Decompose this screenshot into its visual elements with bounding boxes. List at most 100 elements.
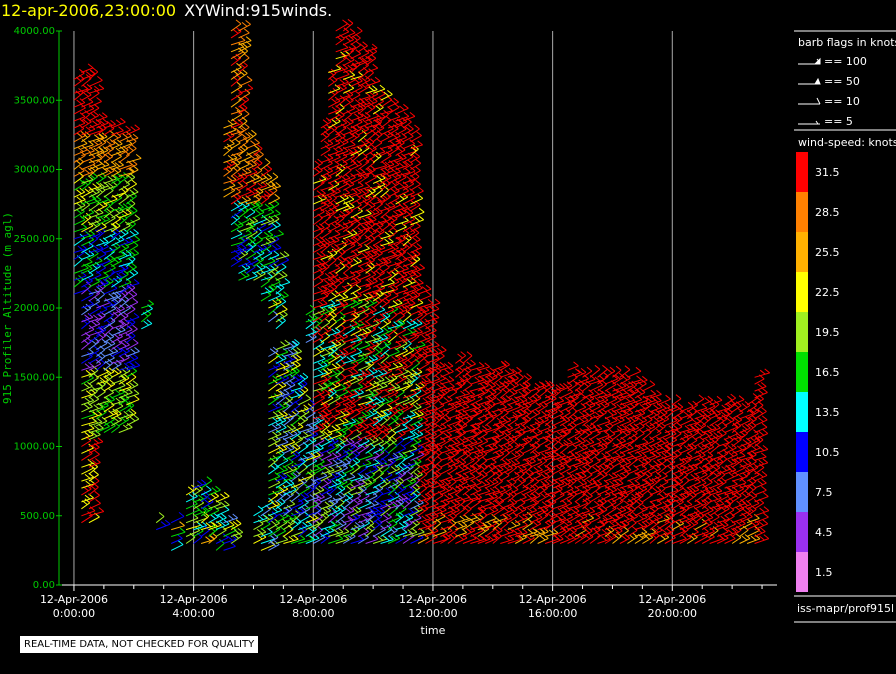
- wind-barb: [335, 201, 350, 212]
- wind-barb: [126, 324, 138, 337]
- wind-barb: [230, 42, 244, 53]
- speed-legend-label: 4.5: [815, 526, 833, 539]
- wind-barb: [230, 105, 245, 115]
- wind-barb: [275, 251, 290, 260]
- wind-barb: [88, 138, 103, 150]
- wind-barb: [597, 442, 608, 454]
- wind-barb: [402, 159, 414, 170]
- wind-barb: [485, 410, 497, 420]
- wind-barb: [559, 408, 571, 420]
- wind-barb: [619, 416, 632, 427]
- wind-barb: [290, 339, 300, 351]
- wind-barb: [627, 375, 642, 385]
- wind-barb: [402, 375, 416, 385]
- speed-swatch: [796, 232, 808, 272]
- wind-barb: [455, 366, 464, 378]
- wind-barb: [88, 437, 104, 447]
- wind-barb: [111, 221, 121, 233]
- chart-title: 12-apr-2006,23:00:00 XYWind:915winds.: [1, 1, 332, 20]
- wind-barb: [544, 381, 555, 392]
- wind-barb: [357, 491, 370, 503]
- wind-barb: [343, 292, 358, 302]
- wind-barb: [81, 117, 92, 129]
- wind-barb: [372, 381, 388, 392]
- wind-barb: [402, 485, 415, 496]
- wind-barb: [492, 396, 506, 406]
- wind-barb: [574, 402, 587, 413]
- wind-barb: [410, 194, 424, 205]
- wind-barb: [657, 491, 669, 503]
- wind-barb: [126, 187, 139, 198]
- wind-barb: [746, 407, 760, 420]
- wind-barb: [500, 442, 514, 454]
- wind-barb: [290, 484, 299, 496]
- wind-barb: [88, 297, 101, 309]
- wind-barb: [350, 227, 364, 240]
- barb-legend-label: == 100: [824, 55, 867, 68]
- wind-barb: [313, 236, 326, 247]
- wind-barb: [103, 120, 116, 129]
- x-tick-time: 12:00:00: [408, 607, 457, 620]
- wind-barb: [559, 471, 573, 482]
- wind-barb: [223, 125, 237, 136]
- wind-barb: [432, 345, 447, 357]
- wind-barb: [529, 408, 541, 420]
- wind-barb: [126, 297, 139, 309]
- wind-barb: [499, 518, 509, 530]
- wind-barb: [298, 394, 312, 406]
- wind-barb: [372, 283, 386, 295]
- wind-barb: [223, 181, 236, 191]
- wind-barb: [357, 352, 369, 364]
- wind-barb: [440, 375, 455, 385]
- wind-barb: [529, 421, 541, 434]
- wind-barb: [672, 464, 686, 475]
- wind-barb: [485, 431, 500, 441]
- wind-barb: [73, 84, 89, 94]
- wind-barb: [73, 130, 87, 143]
- x-tick-date: 12-Apr-2006: [279, 593, 347, 606]
- wind-barb: [410, 305, 423, 316]
- wind-barb: [126, 206, 138, 219]
- wind-barb: [268, 250, 280, 260]
- wind-barb: [365, 201, 376, 212]
- wind-barb: [694, 421, 707, 434]
- wind-barb: [372, 375, 385, 385]
- wind-barb: [582, 470, 593, 482]
- wind-barb: [387, 186, 400, 198]
- wind-barb: [507, 490, 517, 503]
- wind-barb: [597, 424, 611, 434]
- wind-barb: [754, 445, 769, 454]
- wind-barb: [739, 500, 752, 510]
- wind-barb: [268, 229, 284, 240]
- barb-glyph: [798, 97, 821, 105]
- wind-barb: [470, 463, 482, 475]
- wind-barb: [283, 429, 298, 441]
- wind-barb: [372, 427, 383, 440]
- barbs-layer: [73, 18, 771, 551]
- wind-barb: [380, 375, 395, 385]
- wind-barb: [716, 429, 727, 441]
- wind-barb: [702, 424, 717, 434]
- wind-barb: [627, 444, 641, 454]
- wind-barb: [313, 306, 326, 316]
- wind-barb: [425, 317, 438, 330]
- speed-swatch: [796, 152, 808, 192]
- wind-barb: [372, 243, 386, 254]
- barb-legend-label: == 5: [824, 115, 853, 128]
- wind-barb: [410, 249, 421, 260]
- wind-barb: [754, 485, 767, 496]
- wind-barb: [96, 181, 109, 191]
- wind-barb: [73, 88, 84, 101]
- wind-barb: [709, 512, 720, 524]
- x-tick-time: 16:00:00: [528, 607, 577, 620]
- wind-barb: [612, 479, 624, 489]
- wind-barb: [268, 401, 283, 413]
- wind-barb: [253, 166, 263, 177]
- wind-barb: [559, 381, 573, 392]
- wind-barb: [724, 393, 737, 406]
- wind-barb: [447, 409, 462, 420]
- wind-barb: [335, 470, 347, 482]
- wind-barb: [328, 160, 340, 170]
- wind-barb: [103, 421, 116, 434]
- wind-barb: [395, 103, 409, 115]
